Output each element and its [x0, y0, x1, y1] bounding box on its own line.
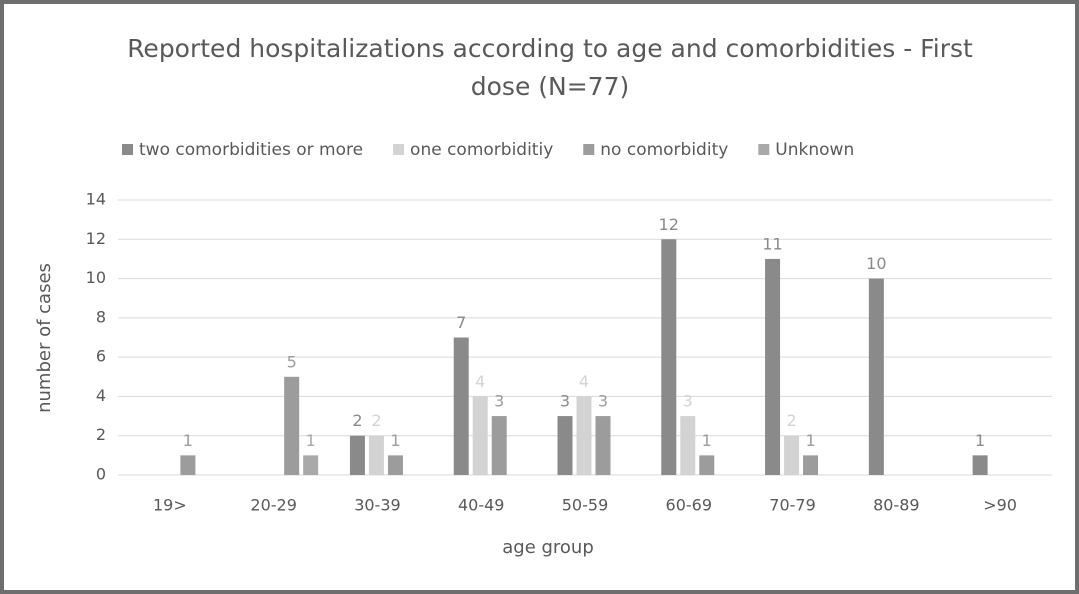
x-tick-label: 40-49: [458, 496, 505, 515]
data-label: 1: [183, 431, 193, 450]
data-label: 2: [786, 411, 796, 430]
data-label: 2: [352, 411, 362, 430]
y-tick-label: 14: [86, 190, 106, 209]
x-axis-title: age group: [502, 537, 594, 558]
bar: [453, 337, 469, 475]
y-tick-label: 4: [96, 386, 106, 405]
legend-label: Unknown: [775, 140, 854, 160]
x-tick-label: 30-39: [354, 496, 401, 515]
bar: [680, 416, 696, 475]
bar: [472, 396, 488, 475]
data-label: 1: [306, 431, 316, 450]
data-label: 1: [805, 431, 815, 450]
data-label: 4: [475, 372, 485, 391]
data-label: 3: [683, 392, 693, 411]
bar: [349, 435, 365, 475]
legend-label: two comorbidities or more: [139, 140, 363, 160]
chart-title: Reported hospitalizations according to a…: [127, 34, 973, 101]
y-tick-label: 12: [86, 229, 106, 248]
data-label: 12: [659, 215, 679, 234]
y-tick-label: 2: [96, 425, 106, 444]
data-label: 2: [371, 411, 381, 430]
data-label: 1: [390, 431, 400, 450]
bar: [803, 455, 819, 475]
bar: [784, 435, 800, 475]
y-tick-label: 0: [96, 465, 106, 484]
bar: [180, 455, 196, 475]
data-label: 10: [866, 254, 886, 273]
y-tick-label: 10: [86, 268, 106, 287]
bar: [368, 435, 384, 475]
bar: [284, 376, 300, 475]
legend-label: one comorbiditiy: [410, 140, 553, 160]
x-tick-label: 80-89: [873, 496, 920, 515]
x-tick-label: 20-29: [250, 496, 297, 515]
x-tick-label: 19>: [153, 496, 187, 515]
bar: [765, 258, 781, 475]
data-label: 3: [560, 392, 570, 411]
data-label: 7: [456, 313, 466, 332]
x-tick-label: >90: [983, 496, 1017, 515]
data-label: 11: [762, 234, 782, 253]
legend-swatch: [583, 144, 595, 155]
legend-label: no comorbidity: [600, 140, 728, 160]
y-tick-label: 8: [96, 307, 106, 326]
data-label: 3: [598, 392, 608, 411]
y-tick-label: 6: [96, 347, 106, 366]
bar: [868, 278, 884, 475]
bar: [387, 455, 403, 475]
bar: [576, 396, 592, 475]
x-tick-label: 70-79: [769, 496, 816, 515]
bar: [595, 416, 611, 475]
data-label: 3: [494, 392, 504, 411]
y-axis-title: number of cases: [34, 263, 55, 413]
data-label: 1: [702, 431, 712, 450]
bar: [557, 416, 573, 475]
x-tick-label: 60-69: [666, 496, 713, 515]
x-tick-label: 50-59: [562, 496, 609, 515]
bar: [303, 455, 319, 475]
legend-swatch: [122, 144, 133, 155]
bar: [972, 455, 988, 475]
data-label: 5: [287, 352, 297, 371]
legend-swatch: [758, 144, 770, 155]
data-label: 1: [975, 431, 985, 450]
bar: [491, 416, 507, 475]
bar: [661, 239, 677, 475]
bar: [699, 455, 715, 475]
data-label: 4: [579, 372, 589, 391]
legend-swatch: [393, 144, 405, 155]
